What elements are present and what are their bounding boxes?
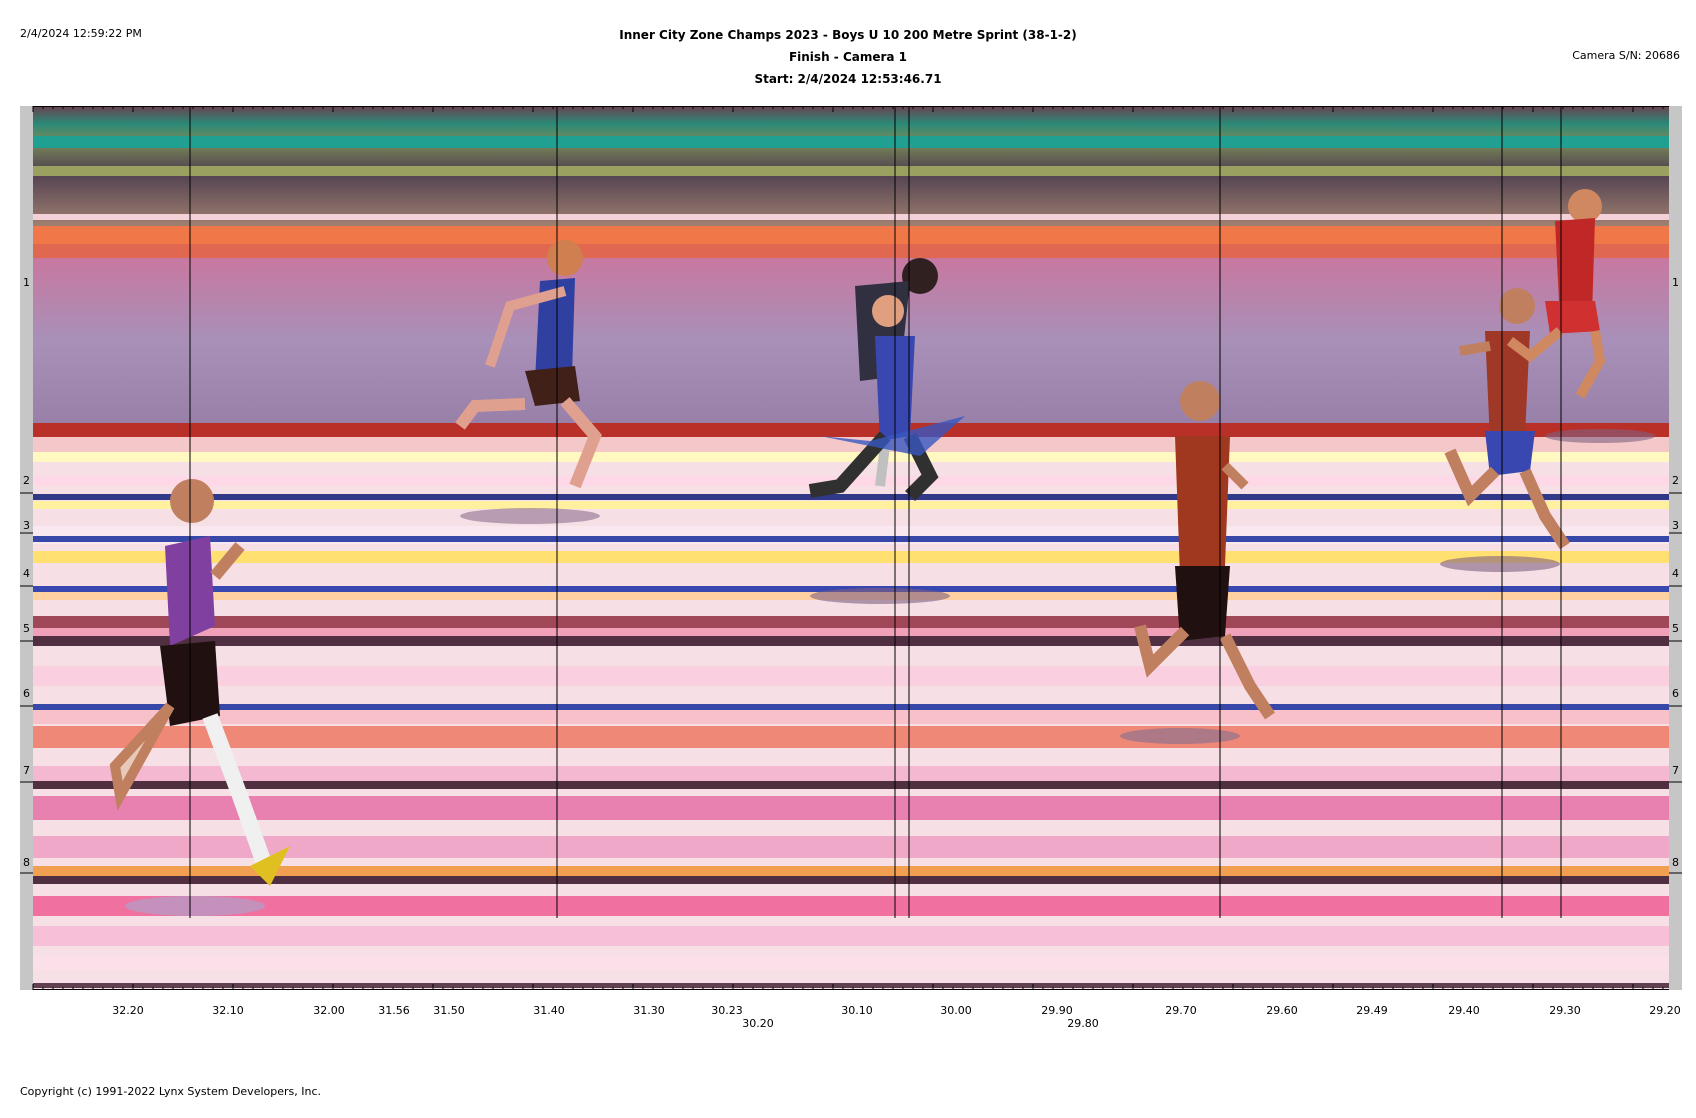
lane-ticks [20, 492, 1682, 874]
right-frame [1669, 106, 1682, 990]
runner-lane-3[interactable] [1440, 288, 1570, 572]
time-label: 32.10 [212, 1004, 244, 1017]
time-label: 30.20 [742, 1017, 774, 1030]
copyright: Copyright (c) 1991-2022 Lynx System Deve… [20, 1085, 322, 1098]
lane-label-6-right: 6 [1672, 687, 1679, 700]
time-label: 29.40 [1448, 1004, 1480, 1017]
print-datetime: 2/4/2024 12:59:22 PM [20, 27, 142, 40]
time-label: 32.20 [112, 1004, 144, 1017]
left-frame [20, 106, 33, 990]
time-label: 29.70 [1165, 1004, 1197, 1017]
lane-label-7-right: 7 [1672, 764, 1679, 777]
camera-label: Finish - Camera 1 [788, 50, 908, 64]
lane-label-5-left: 5 [23, 622, 30, 635]
finish-image[interactable] [20, 106, 1682, 990]
time-axis-ticks [32, 106, 1669, 990]
time-label: 31.40 [533, 1004, 565, 1017]
runner-lane-1-c[interactable] [1507, 189, 1655, 443]
lane-label-8-right: 8 [1672, 856, 1679, 869]
time-label: 31.30 [633, 1004, 665, 1017]
lane-label-4-right: 4 [1672, 567, 1679, 580]
time-label: 32.00 [313, 1004, 345, 1017]
time-label: 29.90 [1041, 1004, 1073, 1017]
lane-label-2-left: 2 [23, 474, 30, 487]
runner-lane-6[interactable] [1120, 381, 1275, 744]
time-label: 29.20 [1649, 1004, 1681, 1017]
time-label: 30.23 [711, 1004, 743, 1017]
lane-label-2-right: 2 [1672, 474, 1679, 487]
timing-lines[interactable] [189, 106, 1562, 918]
time-label: 31.50 [433, 1004, 465, 1017]
lane-label-3-left: 3 [23, 519, 30, 532]
camera-serial: Camera S/N: 20686 [1572, 49, 1680, 62]
runner-lane-1-a[interactable] [455, 240, 602, 524]
lane-label-8-left: 8 [23, 856, 30, 869]
lane-label-1-left: 1 [23, 276, 30, 289]
event-title: Inner City Zone Champs 2023 - Boys U 10 … [619, 28, 1077, 42]
time-label: 29.30 [1549, 1004, 1581, 1017]
lane-label-4-left: 4 [23, 567, 30, 580]
lane-label-5-right: 5 [1672, 622, 1679, 635]
time-label: 29.60 [1266, 1004, 1298, 1017]
time-label: 29.80 [1067, 1017, 1099, 1030]
time-label: 31.56 [378, 1004, 410, 1017]
lane-label-6-left: 6 [23, 687, 30, 700]
finish-photo[interactable]: 1 2 3 4 5 6 7 8 1 2 3 4 5 6 7 8 [20, 106, 1682, 990]
time-label: 30.10 [841, 1004, 873, 1017]
start-time: Start: 2/4/2024 12:53:46.71 [754, 72, 942, 86]
lane-label-1-right: 1 [1672, 276, 1679, 289]
header: Inner City Zone Champs 2023 - Boys U 10 … [520, 24, 1176, 90]
lane-label-3-right: 3 [1672, 519, 1679, 532]
time-label: 30.00 [940, 1004, 972, 1017]
lane-label-7-left: 7 [23, 764, 30, 777]
track-bands [33, 106, 1669, 990]
time-label: 29.49 [1356, 1004, 1388, 1017]
